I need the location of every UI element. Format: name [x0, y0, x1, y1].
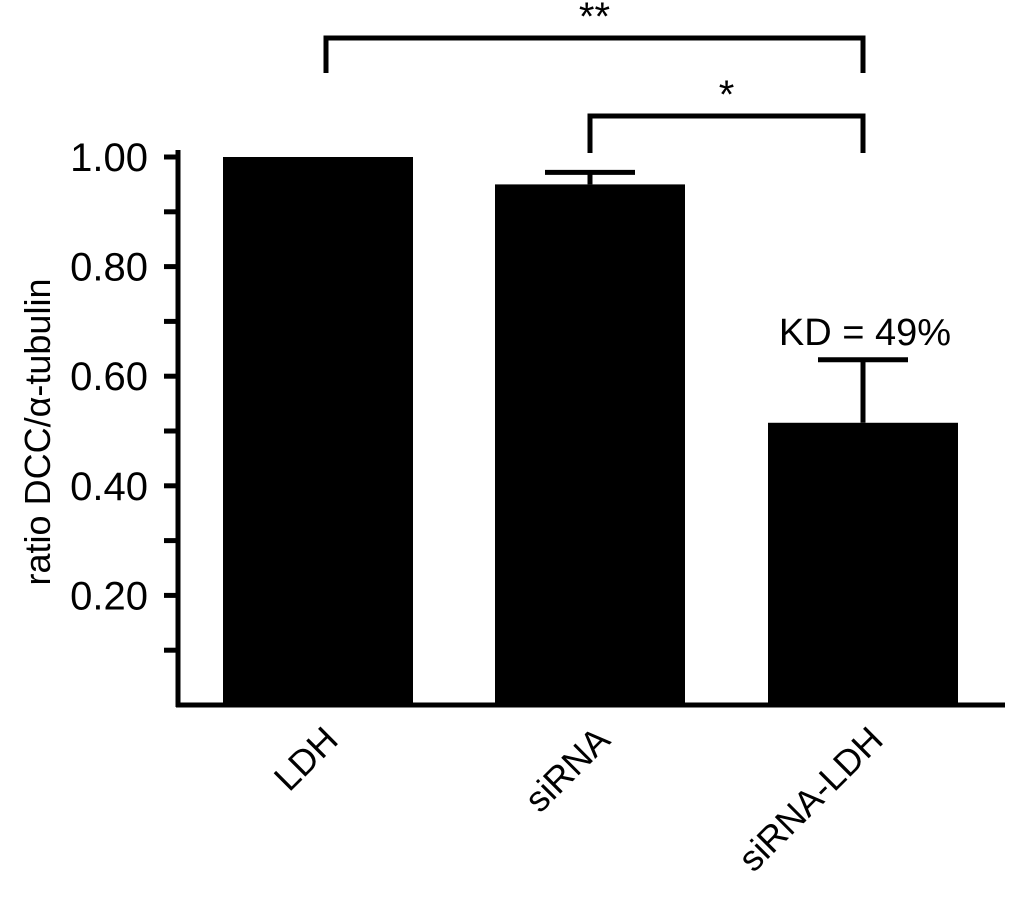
- significance-bracket: [587, 113, 866, 153]
- y-tick-label: 0.40: [70, 465, 148, 509]
- category-label-sirna-ldh: siRNA-LDH: [730, 719, 891, 880]
- significance-label: *: [719, 73, 735, 117]
- significance-brackets: ***: [323, 0, 866, 153]
- category-labels: LDH siRNA siRNA-LDH: [266, 719, 891, 880]
- y-ticks: 1.00 0.80 0.60 0.40 0.20: [70, 136, 178, 653]
- significance-bracket: [323, 35, 866, 73]
- category-label-ldh: LDH: [266, 719, 346, 799]
- y-tick-label: 1.00: [70, 136, 148, 180]
- bars: [223, 157, 958, 705]
- bar-ldh: [223, 157, 413, 705]
- category-label-sirna: siRNA: [517, 719, 618, 820]
- significance-label: **: [579, 0, 610, 39]
- bar-sirna: [495, 184, 685, 705]
- error-bars: [545, 169, 908, 423]
- y-axis-label: ratio DCC/α-tubulin: [17, 279, 58, 586]
- bar-sirna-ldh: [768, 422, 958, 705]
- y-tick-label: 0.20: [70, 574, 148, 618]
- y-tick-label: 0.60: [70, 355, 148, 399]
- knockdown-annotation: KD = 49%: [779, 312, 951, 354]
- y-tick-label: 0.80: [70, 246, 148, 290]
